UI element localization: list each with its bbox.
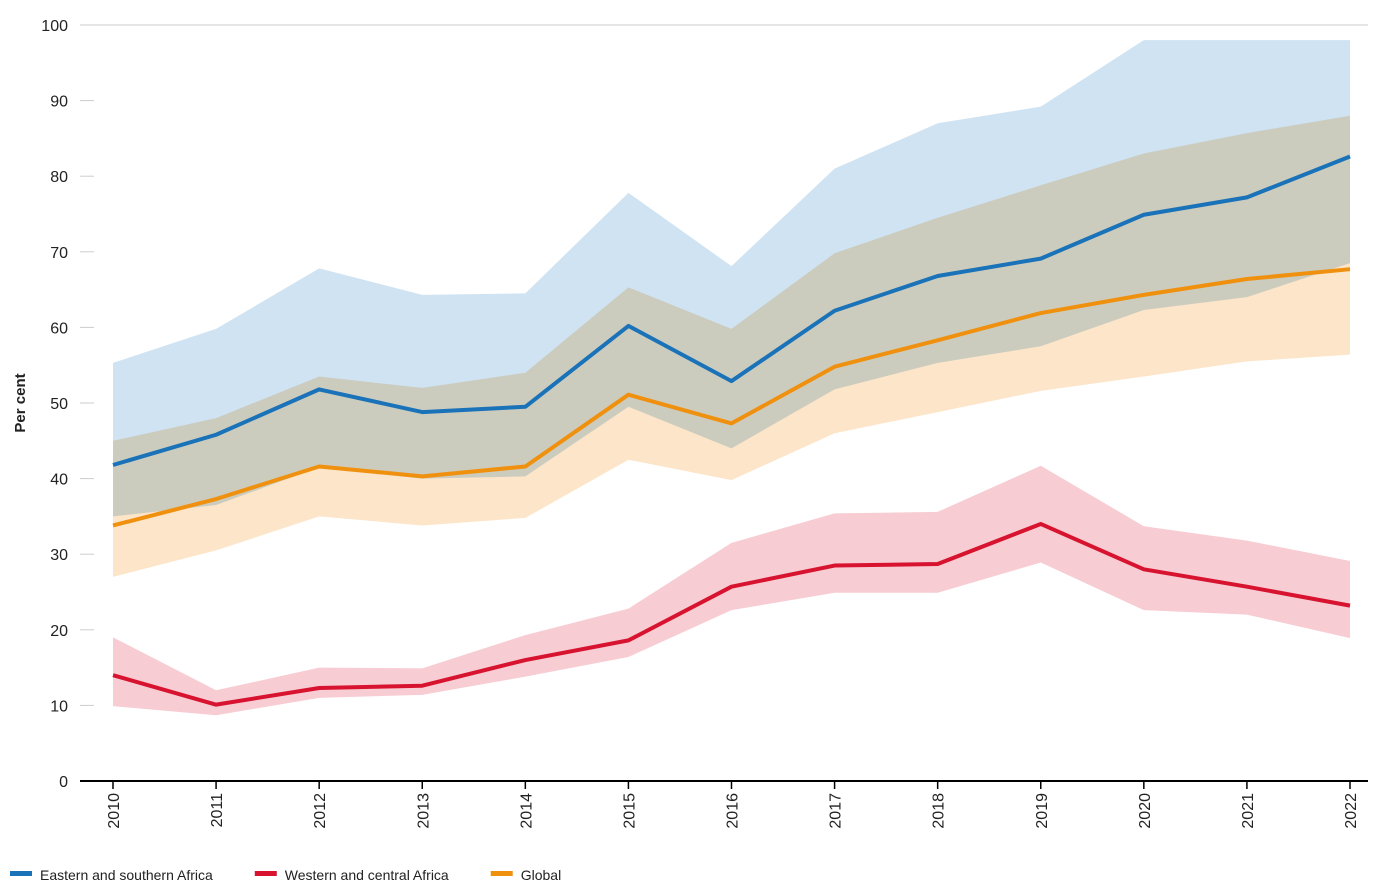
y-tick-label: 20 — [50, 623, 68, 640]
x-tick-label: 2013 — [415, 793, 432, 829]
x-tick-label: 2016 — [725, 793, 742, 829]
x-tick-label: 2010 — [106, 793, 123, 829]
y-tick-label: 80 — [50, 169, 68, 186]
y-tick-label: 30 — [50, 547, 68, 564]
legend-label: Eastern and southern Africa — [40, 867, 213, 882]
legend-swatch — [490, 871, 513, 876]
y-tick-label: 60 — [50, 320, 68, 337]
confidence-band — [113, 465, 1350, 716]
line — [112, 267, 1351, 528]
y-tick-label: 10 — [50, 698, 68, 715]
legend-swatch — [10, 871, 32, 876]
x-tick-label: 2021 — [1240, 793, 1257, 829]
x-tick-label: 2017 — [828, 793, 845, 829]
x-tick-label: 2022 — [1343, 793, 1360, 829]
x-tick-label: 2012 — [312, 793, 329, 829]
y-tick-label: 70 — [50, 245, 68, 262]
line — [112, 154, 1351, 467]
y-tick-label: 90 — [50, 94, 68, 111]
y-tick-label: 100 — [41, 18, 68, 35]
x-tick-label: 2014 — [518, 793, 535, 829]
line — [112, 521, 1351, 707]
x-tick-label: 2019 — [1034, 793, 1051, 829]
x-tick-label: 2020 — [1137, 793, 1154, 829]
legend-swatch — [254, 871, 277, 876]
y-tick-label: 50 — [50, 396, 68, 413]
x-tick-label: 2011 — [209, 793, 226, 828]
y-tick-label: 0 — [59, 774, 68, 791]
legend-label: Western and central Africa — [285, 867, 449, 882]
y-tick-label: 40 — [50, 472, 68, 489]
x-tick-label: 2015 — [621, 793, 638, 829]
y-axis-label: Per cent — [12, 373, 29, 432]
legend-label: Global — [521, 867, 561, 882]
confidence-band — [113, 115, 1350, 577]
bands — [113, 40, 1350, 716]
x-tick-label: 2018 — [931, 793, 948, 829]
